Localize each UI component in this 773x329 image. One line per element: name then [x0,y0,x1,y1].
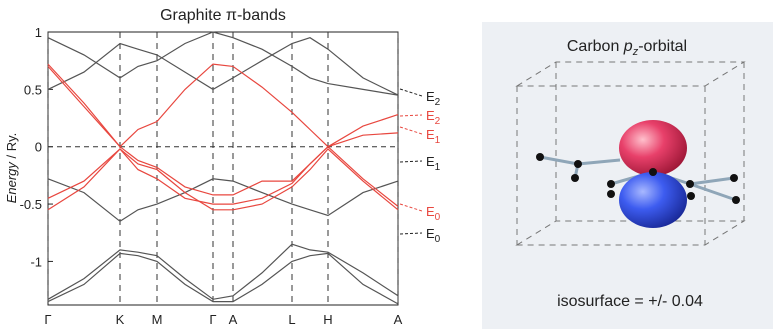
atom [607,190,615,198]
bond [577,158,621,166]
band-line [47,63,399,148]
bond [689,182,737,202]
bond [539,155,579,166]
title-sub: z [632,46,639,58]
y-tick-label: 1 [35,25,42,40]
annotation: E2 [426,108,441,127]
annotation-text: E [426,204,435,219]
y-axis-label: Energy / Ry. [4,133,19,204]
orbital-panel: Carbon pz-orbital [482,22,773,329]
atom [687,192,695,200]
annotation-sub: 2 [435,116,441,127]
annotation-sub: 0 [435,234,441,245]
annotation-sub: 0 [435,212,441,223]
annotation-text: E [426,89,435,104]
title-italic: p [623,38,633,55]
band-line [47,243,399,300]
annotation: E2 [426,89,441,108]
y-tick-label: 0.5 [24,82,42,97]
atom [574,160,582,168]
band-line [47,148,399,211]
panel-background [482,22,773,329]
x-tick-label: A [394,312,403,327]
cube [515,61,746,246]
x-tick-label: Γ [209,312,216,327]
annotation-leader [399,160,423,163]
cube-bottom [515,220,746,246]
band-line [47,252,399,305]
title-post: -orbital [638,38,687,55]
band-line [47,37,399,96]
negative-lobe [619,172,687,228]
y-label-rest: / Ry. [4,133,19,162]
band-line [47,31,399,96]
x-tick-label: A [229,312,238,327]
annotation: E1 [426,127,441,146]
annotation: E0 [426,204,441,223]
annotation-sub: 1 [435,162,441,173]
annotation: E1 [426,154,441,173]
band-line [47,178,399,223]
x-tick-label: L [288,312,295,327]
atom [571,174,579,182]
annotation-leader [399,232,423,235]
atom [607,180,615,188]
x-tick-label: H [323,312,332,327]
y-tick-label: -1 [30,254,42,269]
y-label-italic: Energy [4,161,19,204]
annotation: E0 [426,226,441,245]
atoms [536,153,740,204]
band-line [47,145,399,207]
annotation-sub: 1 [435,135,441,146]
positive-lobe [619,120,687,176]
atom [686,180,694,188]
band-line [47,65,399,196]
bonds [539,155,737,202]
annotation-leader [399,114,423,117]
bond [689,176,735,186]
plot-frame [47,31,399,306]
annotation-text: E [426,226,435,241]
atom [732,196,740,204]
annotation-leader [399,203,423,212]
panel-caption: isosurface = +/- 0.04 [557,293,703,310]
annotation-text: E [426,108,435,123]
x-tick-label: K [116,312,125,327]
annotation-text: E [426,127,435,142]
x-tick-label: Γ [44,312,51,327]
chart-title: Graphite π-bands [160,7,286,24]
atom [536,153,544,161]
panel-title: Carbon pz-orbital [567,38,687,58]
title-pre: Carbon [567,38,624,55]
annotation-leader [399,88,423,97]
y-tick-label: -0.5 [20,197,42,212]
annotation-sub: 2 [435,97,441,108]
atom [649,168,657,176]
y-tick-label: 0 [35,140,42,155]
atom [730,174,738,182]
x-tick-label: M [152,312,163,327]
annotation-text: E [426,154,435,169]
annotation-leader [399,126,423,135]
